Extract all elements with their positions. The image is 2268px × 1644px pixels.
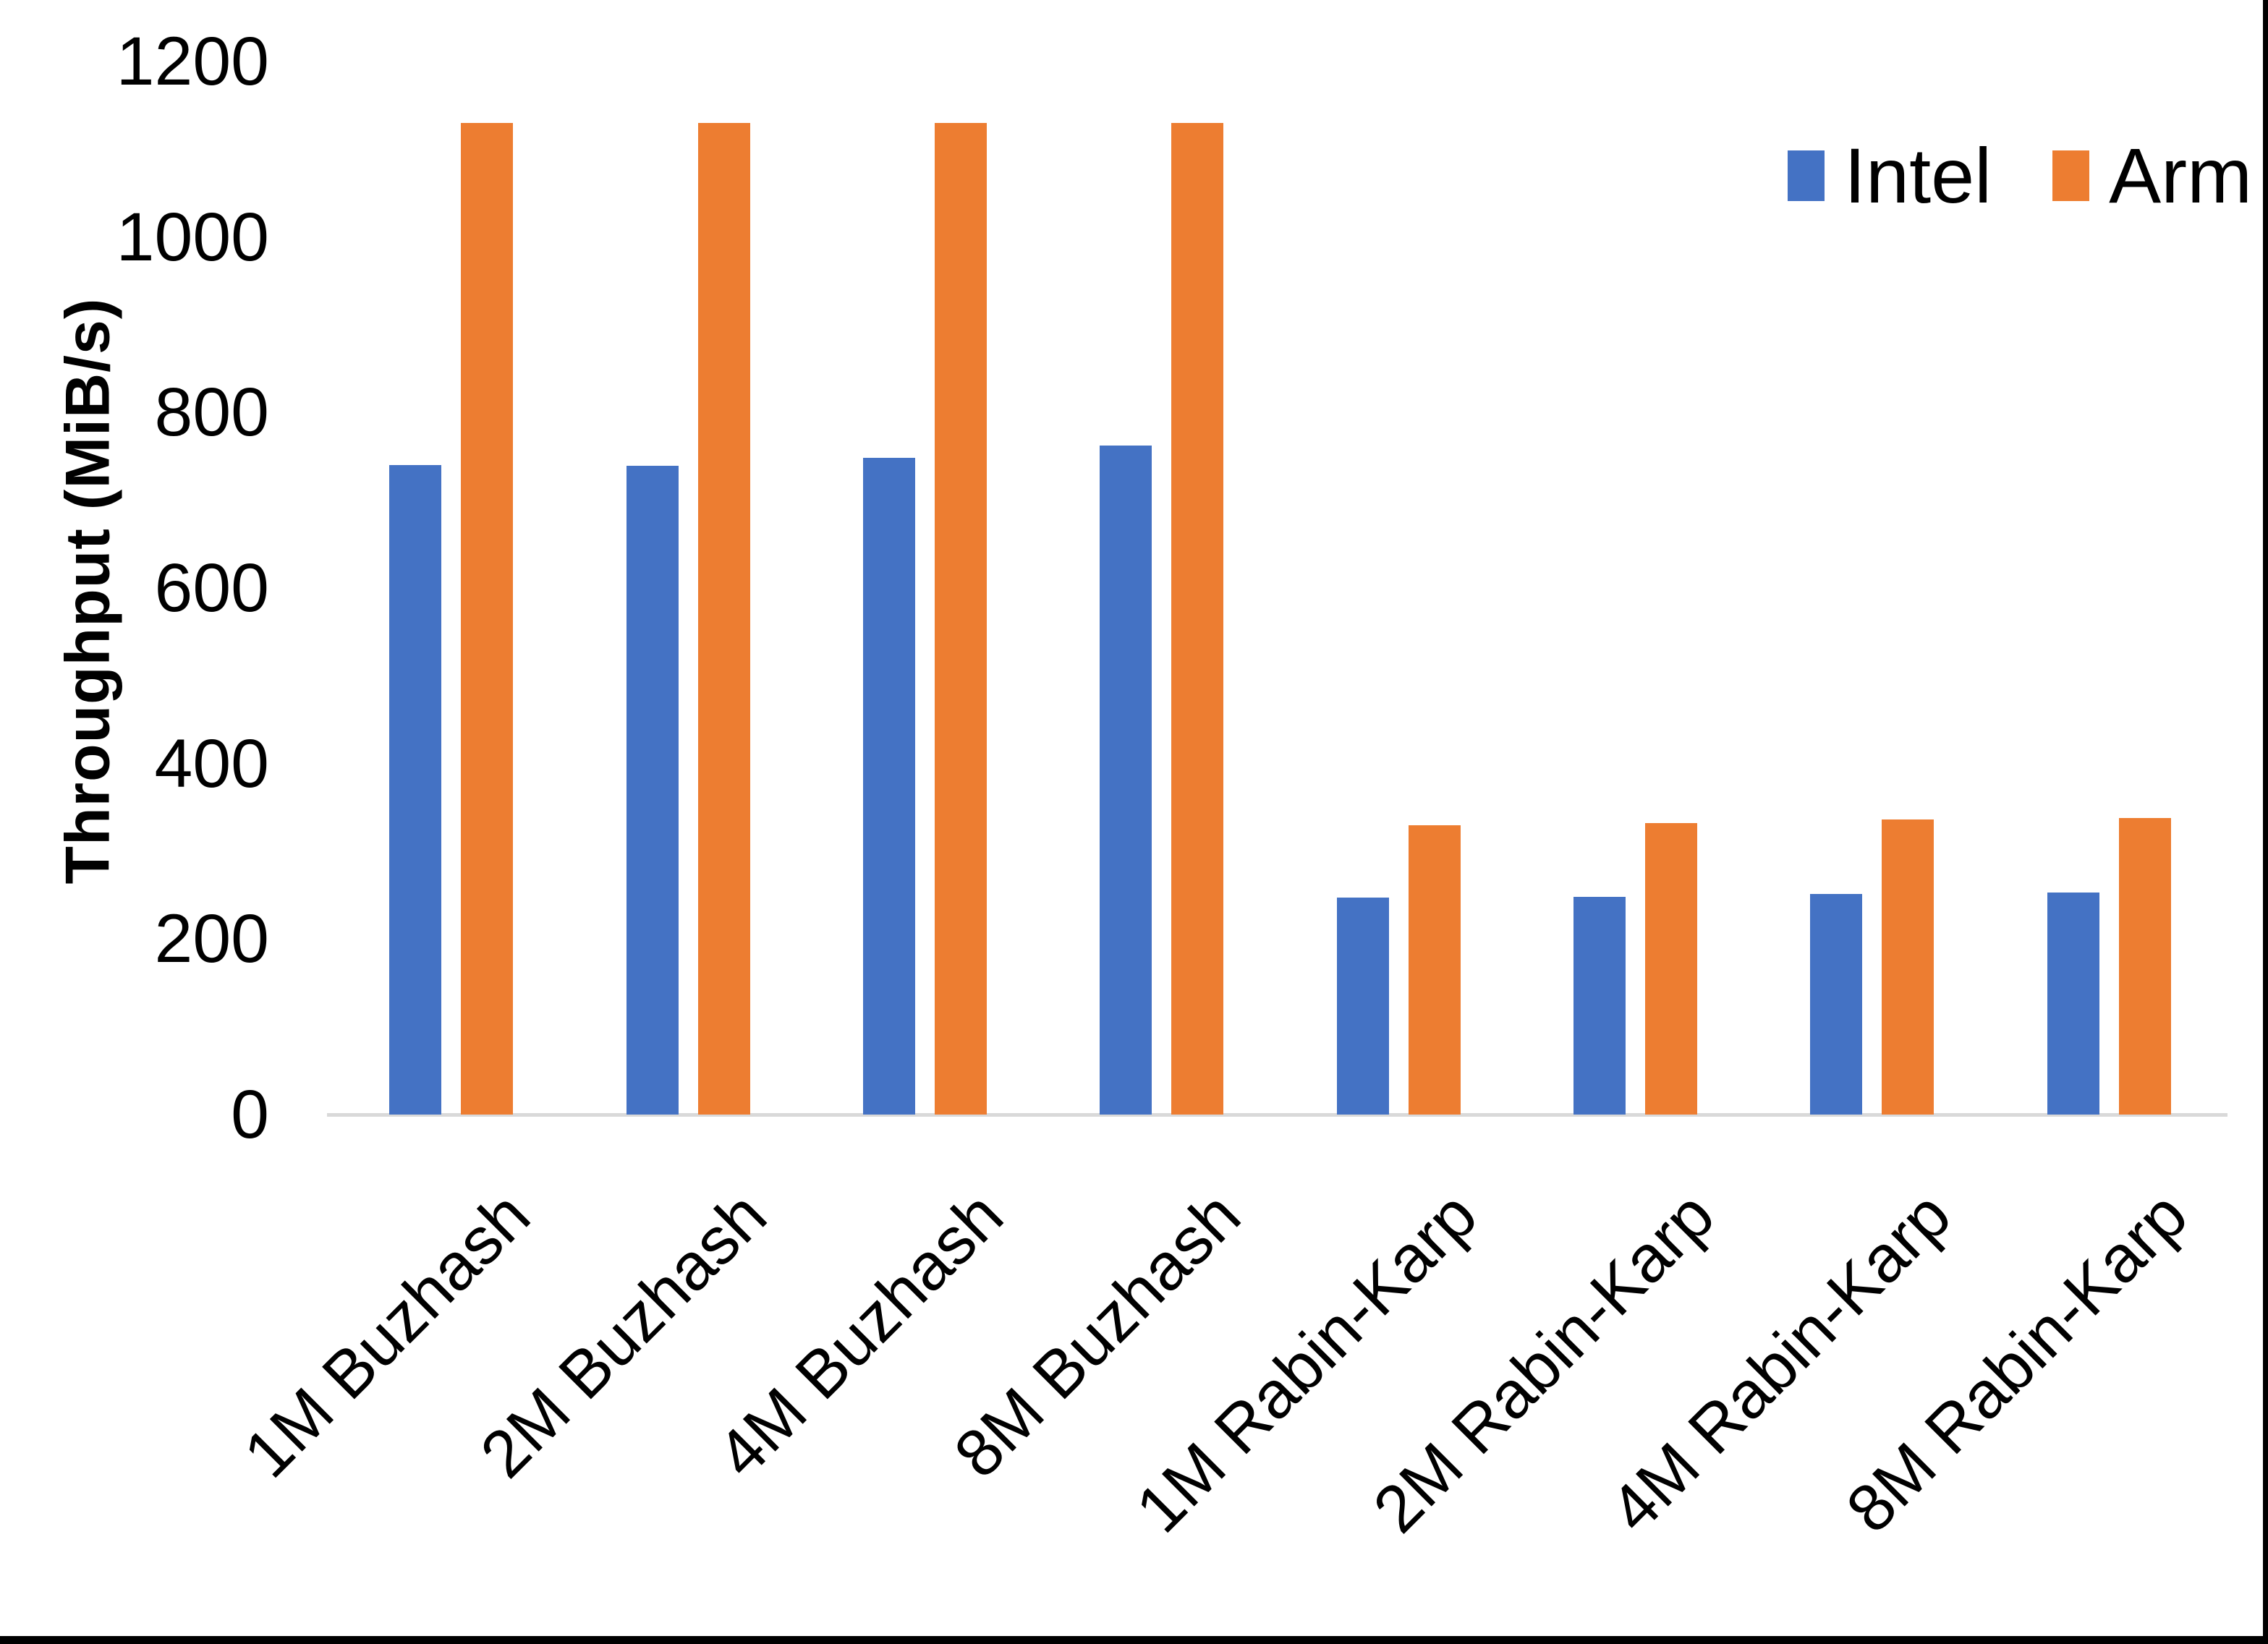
- x-tick-label-1m-buzhash: 1M Buzhash: [230, 1177, 544, 1492]
- y-tick-label-400: 400: [154, 725, 269, 802]
- legend-label-intel: Intel: [1844, 132, 1992, 219]
- arm-series-swatch-icon: [2052, 150, 2090, 201]
- legend-item-intel: Intel: [1788, 136, 1992, 216]
- y-tick-label-0: 0: [231, 1076, 269, 1153]
- slide-border-bottom: [0, 1636, 2268, 1644]
- bar-arm-8m-rabin-karp: [2119, 818, 2171, 1115]
- legend-item-arm: Arm: [2052, 136, 2252, 216]
- y-tick-label-1000: 1000: [116, 199, 269, 276]
- legend: Intel Arm: [1788, 136, 2252, 216]
- bar-arm-1m-rabin-karp: [1409, 825, 1461, 1115]
- bar-intel-4m-buzhash: [863, 458, 915, 1115]
- y-tick-label-600: 600: [154, 550, 269, 626]
- bar-arm-8m-buzhash: [1171, 123, 1223, 1115]
- y-tick-label-200: 200: [154, 900, 269, 977]
- legend-label-arm: Arm: [2109, 132, 2253, 219]
- bar-arm-2m-buzhash: [698, 123, 750, 1115]
- intel-series-swatch-icon: [1788, 150, 1825, 201]
- bar-arm-2m-rabin-karp: [1645, 823, 1697, 1115]
- bar-intel-8m-rabin-karp: [2047, 893, 2099, 1115]
- x-axis-line: [327, 1113, 2227, 1117]
- bar-arm-1m-buzhash: [461, 123, 513, 1115]
- bar-intel-4m-rabin-karp: [1810, 894, 1862, 1115]
- y-tick-label-1200: 1200: [116, 23, 269, 100]
- bar-arm-4m-rabin-karp: [1882, 819, 1934, 1115]
- bar-intel-1m-rabin-karp: [1337, 898, 1389, 1115]
- bar-intel-2m-rabin-karp: [1573, 897, 1626, 1115]
- y-tick-label-800: 800: [154, 374, 269, 451]
- slide-border-right: [2263, 0, 2268, 1644]
- bar-intel-8m-buzhash: [1100, 446, 1152, 1115]
- bar-arm-4m-buzhash: [935, 123, 987, 1115]
- bar-intel-2m-buzhash: [627, 466, 679, 1115]
- bar-intel-1m-buzhash: [389, 465, 441, 1115]
